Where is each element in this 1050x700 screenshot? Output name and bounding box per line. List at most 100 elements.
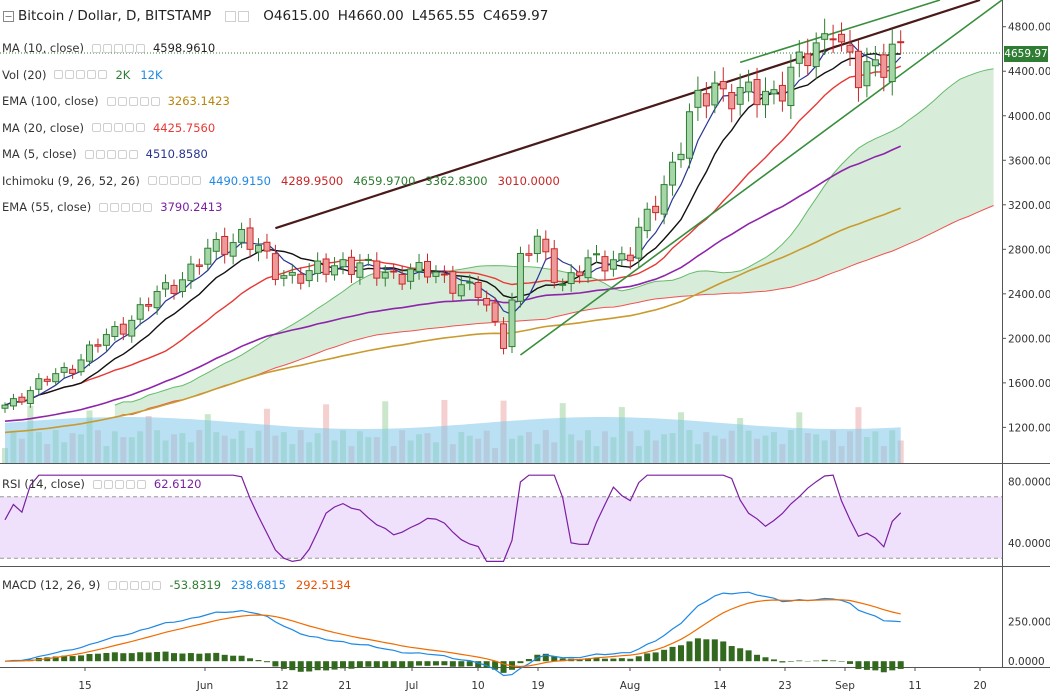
indicator-value: 2K bbox=[115, 67, 131, 82]
price-tick-label: 4800.00 bbox=[1008, 22, 1050, 34]
indicator-value: 4490.9150 bbox=[208, 173, 272, 188]
macd-histogram-bar bbox=[382, 661, 389, 668]
indicator-label: Ichimoku (9, 26, 52, 26) bbox=[2, 173, 140, 188]
macd-histogram-bar bbox=[331, 661, 338, 670]
indicator-legend-0[interactable]: MA (10, close) 4598.9610 bbox=[2, 40, 225, 56]
macd-histogram-bar bbox=[897, 661, 904, 669]
macd-histogram-bar bbox=[678, 645, 684, 662]
candle-body bbox=[69, 368, 77, 374]
indicator-controls[interactable] bbox=[147, 176, 201, 185]
candle-body bbox=[9, 398, 17, 407]
macd-tick-label: 0.0000 bbox=[1008, 656, 1045, 668]
candle-body bbox=[415, 262, 423, 272]
macd-histogram-bar bbox=[644, 653, 651, 662]
collapse-icon[interactable] bbox=[3, 10, 14, 22]
candle-body bbox=[77, 359, 85, 373]
time-tick-label: Sep bbox=[835, 680, 855, 692]
candle-body bbox=[500, 323, 508, 349]
indicator-label: EMA (55, close) bbox=[2, 200, 92, 214]
candle-body bbox=[347, 256, 355, 275]
macd-histogram-bar bbox=[441, 661, 448, 666]
macd-tick-label: 250.0000 bbox=[1008, 617, 1050, 629]
candle-body bbox=[440, 273, 448, 276]
cloud-fill bbox=[114, 68, 994, 418]
macd-histogram-bar bbox=[652, 652, 659, 662]
indicator-value: 4425.7560 bbox=[152, 120, 216, 135]
candle-body bbox=[880, 54, 888, 78]
macd-histogram-bar bbox=[356, 661, 363, 668]
indicator-label: Vol (20) bbox=[2, 67, 47, 82]
indicator-controls[interactable] bbox=[108, 580, 162, 590]
candle-body bbox=[694, 89, 702, 108]
indicator-legend-5[interactable]: Ichimoku (9, 26, 52, 26) 4490.9150 4289.95… bbox=[2, 173, 570, 189]
candle-body bbox=[778, 84, 786, 102]
macd-histogram-bar bbox=[838, 661, 845, 662]
indicator-controls[interactable] bbox=[54, 70, 108, 79]
macd-histogram-bar bbox=[204, 653, 211, 662]
macd-histogram-bar bbox=[340, 661, 346, 669]
candle-body bbox=[271, 253, 279, 280]
macd-histogram-bar bbox=[711, 639, 718, 662]
rsi-legend[interactable]: RSI (14, close) 62.6120 bbox=[2, 476, 211, 492]
rsi-tick-label: 40.0000 bbox=[1008, 538, 1050, 550]
candle-body bbox=[702, 93, 710, 107]
macd-histogram-bar bbox=[306, 661, 313, 672]
time-tick-label: 10 bbox=[471, 680, 484, 692]
macd-histogram-bar bbox=[137, 652, 144, 662]
indicator-value: 4510.8580 bbox=[145, 147, 208, 161]
indicator-value: 3362.8300 bbox=[425, 173, 488, 188]
indicator-controls[interactable] bbox=[91, 43, 145, 53]
header-controls[interactable] bbox=[225, 10, 250, 22]
candle-body bbox=[567, 272, 575, 285]
indicator-legend-1[interactable]: Vol (20) 2K 12K bbox=[2, 67, 173, 83]
macd-histogram-bar bbox=[889, 661, 896, 671]
candle-body bbox=[288, 271, 296, 276]
candle-body bbox=[652, 205, 660, 214]
macd-histogram-bar bbox=[551, 656, 558, 662]
ohlc-close: C4659.97 bbox=[483, 8, 549, 24]
macd-histogram-bar bbox=[813, 660, 820, 662]
macd-histogram-bar bbox=[821, 659, 828, 662]
indicator-controls[interactable] bbox=[106, 96, 160, 106]
macd-histogram-bar bbox=[593, 657, 600, 662]
macd-histogram-bar bbox=[221, 654, 228, 662]
indicator-controls[interactable] bbox=[84, 149, 138, 159]
symbol-title[interactable]: Bitcoin / Dollar, D, BITSTAMP bbox=[18, 8, 212, 24]
candle-body bbox=[356, 262, 364, 278]
indicator-legend-6[interactable]: EMA (55, close) 3790.2413 bbox=[2, 199, 232, 215]
candle-body bbox=[719, 80, 727, 90]
macd-histogram-bar bbox=[483, 661, 490, 669]
candle-body bbox=[829, 38, 837, 41]
time-tick-label: 15 bbox=[78, 680, 91, 692]
candle-body bbox=[229, 242, 237, 257]
macd-histogram-bar bbox=[559, 658, 566, 662]
macd-histogram-bar bbox=[720, 641, 727, 662]
trendlines[interactable] bbox=[275, 0, 1003, 356]
indicator-legend-4[interactable]: MA (5, close) 4510.8580 bbox=[2, 146, 218, 162]
indicator-legend-2[interactable]: EMA (100, close) 3263.1423 bbox=[2, 93, 240, 109]
macd-histogram-bar bbox=[847, 661, 853, 664]
indicator-legend-3[interactable]: MA (20, close) 4425.7560 bbox=[2, 120, 225, 136]
candle-body bbox=[322, 258, 330, 275]
macd-histogram-bar bbox=[745, 650, 752, 662]
time-tick-label: Jul bbox=[405, 680, 419, 692]
candle-body bbox=[685, 111, 693, 159]
ohlc-low: L4565.55 bbox=[411, 8, 476, 24]
indicator-controls[interactable] bbox=[92, 479, 146, 489]
candle-body bbox=[187, 263, 195, 282]
indicator-controls[interactable] bbox=[91, 123, 145, 132]
candle-body bbox=[178, 279, 186, 292]
macd-histogram-bar bbox=[213, 652, 220, 662]
candle-body bbox=[787, 66, 795, 107]
candle-body bbox=[669, 161, 677, 186]
upper-channel-line bbox=[739, 0, 941, 64]
candle-body bbox=[238, 228, 246, 243]
resistance-trendline bbox=[275, 0, 981, 230]
candle-body bbox=[212, 238, 220, 252]
indicator-controls[interactable] bbox=[99, 202, 153, 212]
indicator-value: -53.8319 bbox=[169, 578, 222, 592]
macd-legend[interactable]: MACD (12, 26, 9) -53.8319 238.6815 292.5134 bbox=[2, 577, 361, 593]
price-tick-label: 3200.00 bbox=[1008, 200, 1050, 212]
candle-body bbox=[643, 208, 651, 232]
